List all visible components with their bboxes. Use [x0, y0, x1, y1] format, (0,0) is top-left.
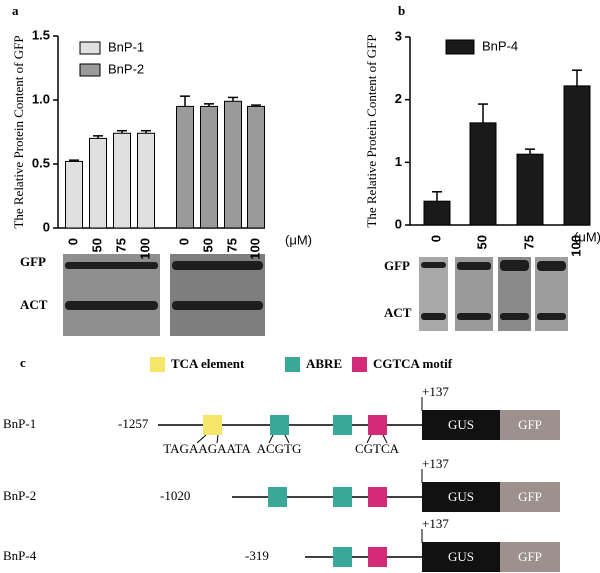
element-box	[203, 415, 222, 435]
end-position: +137	[422, 456, 449, 471]
y-tick-label: 1	[395, 154, 402, 169]
panel-label: a	[12, 3, 19, 18]
y-tick-label: 1.5	[32, 27, 50, 42]
reporter-label: GFP	[518, 549, 542, 564]
start-position: -1020	[160, 488, 190, 503]
x-tick-label: 100	[568, 235, 583, 257]
legend-swatch	[445, 39, 475, 55]
legend-label: CGTCA motif	[373, 356, 453, 371]
x-tick-label: 50	[200, 238, 215, 252]
legend-label: TCA element	[171, 356, 245, 371]
bands	[65, 260, 566, 320]
y-tick-label: 0	[395, 216, 402, 231]
legend-swatch	[79, 63, 101, 77]
blot-label: GFP	[20, 254, 46, 269]
unit-label: (μM)	[574, 229, 600, 244]
end-position: +137	[422, 384, 449, 399]
construct-name: BnP-4	[3, 548, 37, 563]
bar	[563, 85, 591, 226]
x-tick-label: 75	[113, 238, 128, 252]
reporter-label: GUS	[448, 417, 474, 432]
legend-swatch	[352, 357, 367, 372]
blot-label: ACT	[20, 297, 48, 312]
x-tick-label: 0	[65, 238, 80, 245]
gus-box	[422, 482, 500, 512]
gfp-box	[500, 410, 560, 440]
bar	[423, 200, 451, 226]
element-box	[368, 547, 387, 567]
y-axis-label: The Relative Protein Content of GFP	[11, 35, 26, 228]
blot-label: GFP	[384, 258, 410, 273]
element-box	[268, 487, 287, 507]
x-tick-label: 100	[247, 238, 262, 260]
gfp-box	[500, 482, 560, 512]
x-tick-label: 75	[521, 235, 536, 249]
seq-connector	[216, 434, 219, 444]
sequence-label: TAGAAGAATA	[163, 441, 251, 456]
element-box	[270, 415, 289, 435]
y-tick-label: 1.0	[32, 91, 50, 106]
reporter-label: GFP	[518, 489, 542, 504]
seq-connector	[268, 434, 274, 444]
bar	[65, 160, 83, 229]
bar	[113, 132, 131, 229]
sequence-label: ACGTG	[257, 441, 302, 456]
element-box	[333, 547, 352, 567]
legend-swatch	[79, 41, 101, 55]
y-tick-label: 3	[395, 28, 402, 43]
gus-box	[422, 410, 500, 440]
y-tick-label: 2	[395, 91, 402, 106]
seq-connector	[382, 434, 388, 444]
legend-label: BnP-4	[482, 38, 518, 53]
x-tick-label: 50	[474, 235, 489, 249]
panel-label: c	[20, 355, 26, 370]
construct-name: BnP-1	[3, 416, 36, 431]
reporter-label: GFP	[518, 417, 542, 432]
start-position: -1257	[118, 416, 149, 431]
x-tick-label: 50	[89, 238, 104, 252]
end-position: +137	[422, 516, 449, 531]
legend-label: BnP-1	[108, 39, 144, 54]
sequence-label: CGTCA	[355, 441, 400, 456]
start-position: -319	[245, 548, 269, 563]
legend-label: ABRE	[306, 356, 342, 371]
legend-label: BnP-2	[108, 61, 144, 76]
bar	[469, 122, 497, 226]
element-box	[368, 487, 387, 507]
bar	[516, 153, 544, 226]
unit-label: (μM)	[285, 232, 312, 247]
blot-label: ACT	[384, 305, 412, 320]
x-tick-label: 75	[224, 238, 239, 252]
element-box	[368, 415, 387, 435]
reporter-label: GUS	[448, 489, 474, 504]
gus-box	[422, 542, 500, 572]
legend-swatch	[150, 357, 165, 372]
y-tick-label: 0	[43, 219, 50, 234]
element-box	[333, 487, 352, 507]
reporter-label: GUS	[448, 549, 474, 564]
y-axis-label: The Relative Protein Content of GFP	[364, 34, 379, 227]
construct-name: BnP-2	[3, 488, 36, 503]
gfp-box	[500, 542, 560, 572]
bar	[89, 137, 107, 229]
x-tick-label: 100	[137, 238, 152, 260]
bar	[224, 100, 242, 229]
seq-connector	[366, 434, 372, 444]
element-box	[333, 415, 352, 435]
bar	[176, 105, 194, 229]
x-tick-label: 0	[176, 238, 191, 245]
bar	[247, 105, 265, 229]
bar	[137, 132, 155, 229]
seq-connector	[284, 434, 290, 444]
panel-label: b	[398, 3, 405, 18]
bar	[200, 105, 218, 229]
x-tick-label: 0	[428, 235, 443, 242]
seq-connector	[196, 434, 207, 444]
legend-swatch	[285, 357, 300, 372]
y-tick-label: 0.5	[32, 155, 50, 170]
